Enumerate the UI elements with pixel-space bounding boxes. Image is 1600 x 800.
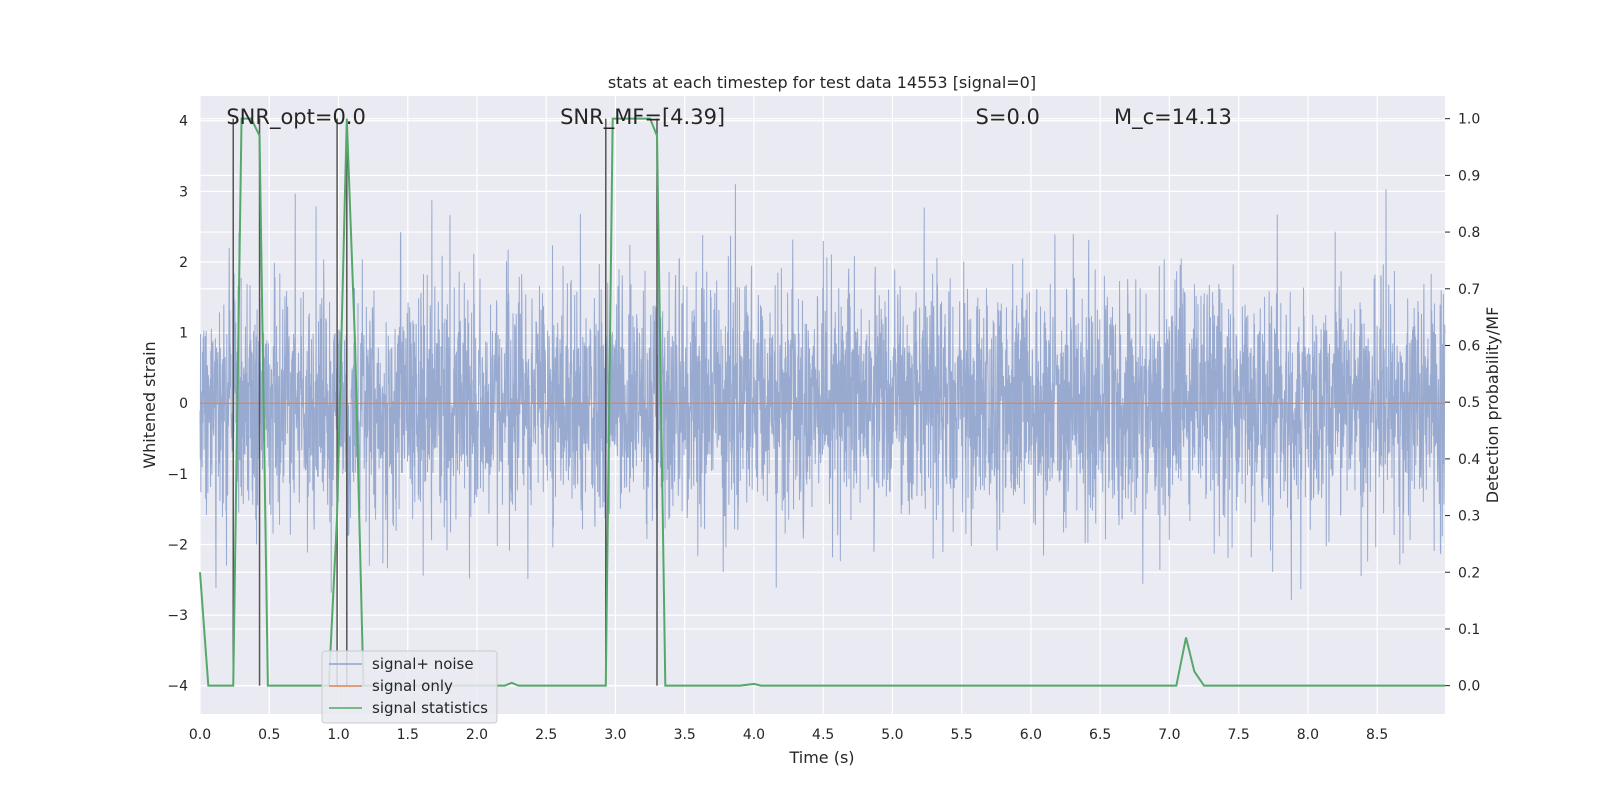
legend-label-noise: signal+ noise	[372, 655, 474, 673]
chart-title: stats at each timestep for test data 145…	[608, 73, 1036, 92]
x-tick-label: 2.0	[466, 727, 488, 743]
x-axis-label: Time (s)	[788, 748, 854, 767]
y-tick-label: −1	[167, 467, 188, 483]
annotation: SNR_MF=[4.39]	[560, 105, 725, 130]
y2-tick-label: 0.4	[1458, 452, 1480, 468]
statistics-series	[199, 117, 1445, 687]
x-tick-label: 5.5	[951, 727, 973, 743]
y-tick-label: −3	[167, 608, 188, 624]
x-tick-label: 1.0	[327, 727, 349, 743]
legend[interactable]: signal+ noise signal only signal statist…	[321, 650, 498, 724]
y2-tick-label: 0.9	[1458, 168, 1480, 184]
y2-tick-label: 0.6	[1458, 338, 1480, 354]
legend-box	[321, 650, 498, 724]
legend-label-stats: signal statistics	[372, 699, 488, 717]
legend-label-signal: signal only	[372, 677, 453, 695]
tick-labels: 0.0 0.5 1.0 1.5 2.0 2.5 3.0 3.5 4.0 4.5 5.0 5.5 6.0 6…	[167, 112, 1480, 743]
y2-tick-label: 0.1	[1458, 622, 1480, 638]
y-tick-label: 1	[179, 326, 188, 342]
y-tick-label: 2	[179, 255, 188, 271]
x-tick-label: 4.5	[812, 727, 834, 743]
y-axis-label: Whitened strain	[140, 341, 159, 468]
y-tick-label: 0	[179, 396, 188, 412]
noise-line	[199, 184, 1446, 601]
noise-series	[199, 184, 1446, 601]
y-tick-label: −4	[167, 679, 188, 695]
y2-tick-label: 1.0	[1458, 112, 1480, 128]
x-tick-label: 0.0	[189, 727, 211, 743]
y-tick-label: 3	[179, 184, 188, 200]
y2-tick-label: 0.2	[1458, 565, 1480, 581]
y2-tick-label: 0.3	[1458, 509, 1480, 525]
x-tick-label: 3.0	[604, 727, 626, 743]
y-tick-label: −2	[167, 537, 188, 553]
x-tick-label: 2.5	[535, 727, 557, 743]
x-tick-label: 1.5	[397, 727, 419, 743]
x-tick-label: 8.5	[1366, 727, 1388, 743]
y-tick-label: 4	[179, 114, 188, 130]
y2-tick-label: 0.0	[1458, 679, 1480, 695]
x-tick-label: 0.5	[258, 727, 280, 743]
x-tick-label: 6.0	[1020, 727, 1042, 743]
x-tick-label: 8.0	[1297, 727, 1319, 743]
x-tick-label: 7.5	[1228, 727, 1250, 743]
y2-tick-label: 0.5	[1458, 395, 1480, 411]
annotation: SNR_opt=0.0	[226, 105, 366, 130]
annotation: M_c=14.13	[1114, 105, 1232, 130]
y2-tick-label: 0.7	[1458, 282, 1480, 298]
annotations: SNR_opt=0.0 SNR_MF=[4.39] S=0.0 M_c=14.13	[226, 105, 1232, 130]
detection-lines	[232, 118, 658, 686]
x-tick-label: 3.5	[674, 727, 696, 743]
x-tick-label: 4.0	[743, 727, 765, 743]
annotation: S=0.0	[976, 105, 1040, 129]
x-tick-label: 6.5	[1089, 727, 1111, 743]
x-tick-label: 5.0	[881, 727, 903, 743]
y2-tick-label: 0.8	[1458, 225, 1480, 241]
x-tick-label: 7.0	[1158, 727, 1180, 743]
y2-axis-label: Detection probability/MF	[1483, 307, 1502, 504]
statistics-line	[199, 117, 1445, 687]
